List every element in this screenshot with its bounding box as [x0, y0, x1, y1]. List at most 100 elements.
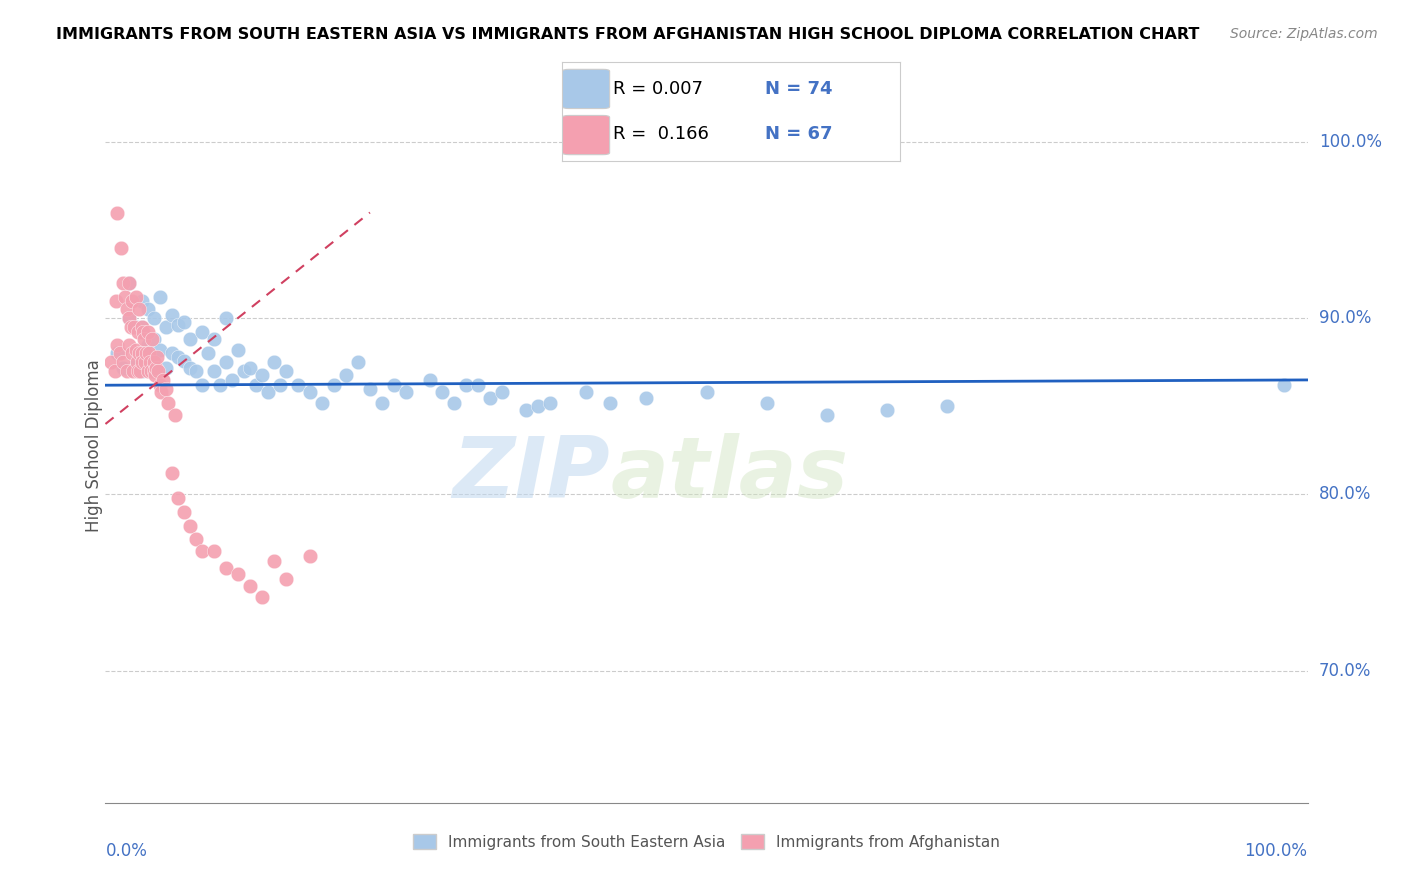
Point — [149, 385, 172, 400]
Point — [127, 326, 149, 340]
Point — [269, 378, 291, 392]
Point — [124, 320, 146, 334]
Point — [155, 382, 177, 396]
Point — [131, 320, 153, 334]
Point — [190, 544, 212, 558]
Point — [138, 346, 160, 360]
Point — [131, 320, 153, 334]
Point — [335, 368, 357, 382]
Point — [467, 378, 489, 392]
Point — [141, 332, 163, 346]
Text: N = 74: N = 74 — [765, 80, 832, 98]
Point — [179, 519, 201, 533]
Point — [173, 315, 195, 329]
Point — [139, 364, 162, 378]
Point — [202, 544, 225, 558]
Point — [136, 302, 159, 317]
Point — [112, 276, 135, 290]
Point — [636, 391, 658, 405]
Point — [395, 385, 418, 400]
Text: IMMIGRANTS FROM SOUTH EASTERN ASIA VS IMMIGRANTS FROM AFGHANISTAN HIGH SCHOOL DI: IMMIGRANTS FROM SOUTH EASTERN ASIA VS IM… — [56, 27, 1199, 42]
Point — [112, 360, 135, 375]
Point — [124, 320, 146, 334]
Point — [936, 400, 959, 414]
Point — [214, 311, 236, 326]
Point — [136, 337, 159, 351]
Point — [815, 408, 838, 422]
Point — [105, 293, 128, 308]
Point — [876, 403, 898, 417]
Text: Source: ZipAtlas.com: Source: ZipAtlas.com — [1230, 27, 1378, 41]
Point — [430, 385, 453, 400]
Point — [160, 467, 183, 481]
Point — [173, 353, 195, 368]
Point — [139, 355, 162, 369]
Point — [136, 326, 159, 340]
Point — [1272, 378, 1295, 392]
Point — [347, 355, 370, 369]
Text: 100.0%: 100.0% — [1319, 133, 1382, 151]
Point — [129, 364, 152, 378]
Point — [287, 378, 309, 392]
Point — [197, 346, 219, 360]
Point — [131, 355, 153, 369]
Point — [145, 360, 167, 375]
Point — [120, 320, 142, 334]
Point — [274, 572, 297, 586]
Point — [115, 302, 138, 317]
Point — [110, 241, 132, 255]
Point — [142, 364, 165, 378]
Point — [527, 400, 550, 414]
Point — [491, 385, 513, 400]
Point — [118, 337, 141, 351]
Point — [322, 378, 344, 392]
Point — [179, 332, 201, 346]
Point — [148, 290, 170, 304]
Point — [443, 396, 465, 410]
Point — [143, 368, 166, 382]
Point — [575, 385, 598, 400]
Point — [135, 346, 157, 360]
Point — [359, 382, 381, 396]
Text: atlas: atlas — [610, 433, 848, 516]
Point — [311, 396, 333, 410]
Point — [142, 355, 165, 369]
Point — [148, 343, 170, 357]
Point — [165, 408, 187, 422]
Point — [124, 355, 146, 369]
Point — [599, 396, 621, 410]
Point — [250, 590, 273, 604]
Text: 70.0%: 70.0% — [1319, 662, 1371, 680]
Point — [156, 396, 179, 410]
Point — [134, 355, 156, 369]
Point — [118, 276, 141, 290]
Point — [202, 332, 225, 346]
Point — [214, 355, 236, 369]
Point — [112, 355, 135, 369]
Text: R = 0.007: R = 0.007 — [613, 80, 703, 98]
Point — [142, 364, 165, 378]
Point — [173, 505, 195, 519]
Point — [190, 326, 212, 340]
Point — [250, 368, 273, 382]
Point — [148, 378, 170, 392]
Point — [132, 326, 155, 340]
Point — [190, 378, 212, 392]
Text: 90.0%: 90.0% — [1319, 310, 1371, 327]
Point — [371, 396, 394, 410]
Point — [122, 364, 145, 378]
Point — [136, 364, 159, 378]
Point — [160, 308, 183, 322]
Point — [696, 385, 718, 400]
Point — [121, 346, 143, 360]
Point — [239, 579, 262, 593]
Point — [152, 373, 174, 387]
Y-axis label: High School Diploma: High School Diploma — [86, 359, 103, 533]
Point — [538, 396, 561, 410]
Point — [274, 364, 297, 378]
Point — [128, 346, 150, 360]
Point — [160, 346, 183, 360]
Point — [214, 561, 236, 575]
Point — [166, 491, 188, 505]
Point — [118, 311, 141, 326]
